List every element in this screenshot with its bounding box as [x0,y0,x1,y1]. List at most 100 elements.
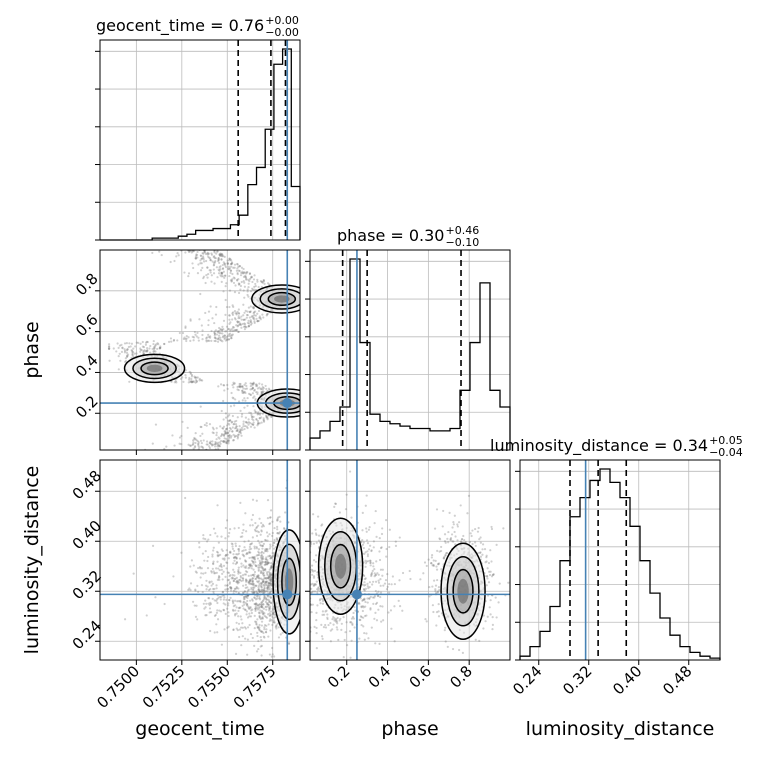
sample-point [131,349,134,353]
sample-point [221,252,224,256]
sample-point [361,598,365,602]
sample-point [184,374,187,377]
sample-point [268,579,271,582]
sample-point [234,612,237,616]
sample-point [437,563,440,566]
sample-point [257,564,260,567]
sample-point [222,440,225,443]
sample-point [259,571,262,575]
sample-point [246,421,249,424]
sample-point [232,439,235,442]
sample-point [452,540,455,543]
sample-point [232,568,235,571]
sample-point [213,332,217,335]
sample-point [374,589,377,593]
sample-point [253,591,256,595]
sample-point [247,421,251,424]
sample-point [232,329,235,332]
sample-point [224,330,227,333]
sample-point [232,386,235,389]
sample-point [229,258,232,261]
sample-point [237,572,240,575]
sample-point [196,250,199,254]
sample-point [237,607,241,610]
sample-point [156,347,159,351]
sample-point [256,320,259,323]
sample-point [257,550,260,553]
sample-point [269,578,272,581]
sample-point [265,549,268,553]
sample-point [271,555,274,558]
sample-point [367,587,370,590]
sample-point [486,567,489,570]
sample-point [216,443,219,446]
sample-point [263,595,266,598]
sample-point [225,440,229,443]
sample-point [232,439,235,442]
sample-point [226,262,229,265]
sample-point [209,335,212,338]
sample-point [264,615,267,618]
sample-point [255,623,258,626]
sample-point [228,257,231,260]
sample-point [379,584,382,587]
sample-point [266,571,269,574]
sample-point [260,582,264,585]
sample-point [267,387,271,390]
sample-point [278,531,281,534]
sample-point [270,613,273,616]
sample-point [151,347,154,351]
sample-point [226,335,229,338]
sample-point [252,421,255,424]
sample-point [222,270,225,273]
sample-point [259,645,262,648]
sample-point [249,564,252,567]
sample-point [238,320,241,324]
sample-point [211,597,214,600]
sample-point [313,584,316,587]
sample-point [373,568,376,571]
sample-point [212,255,215,259]
sample-point [199,292,202,296]
panel-phase-phase [309,250,511,450]
sample-point [232,266,235,269]
sample-point [172,575,175,578]
sample-point [242,420,245,423]
sample-point [256,412,259,415]
sample-point [231,600,235,603]
density-shade [457,578,469,604]
sample-point [233,404,236,407]
sample-point [189,589,192,592]
sample-point [256,597,259,600]
sample-point [223,276,226,279]
sample-point [199,254,202,257]
sample-point [223,433,226,436]
sample-point [379,546,383,550]
sample-point [263,626,266,629]
sample-point [484,620,487,623]
sample-point [314,560,318,563]
sample-point [243,427,246,431]
sample-point [231,312,234,315]
sample-point [262,584,265,587]
sample-point [213,336,216,339]
sample-point [244,608,247,611]
sample-point [107,345,111,348]
sample-point [265,631,268,634]
sample-point [216,550,219,553]
sample-point [107,347,111,350]
sample-point [173,444,176,447]
plot-area [307,460,510,660]
sample-point [216,554,219,557]
sample-point [266,585,270,588]
sample-point [229,328,232,331]
sample-point [242,391,245,395]
sample-point [362,616,365,619]
sample-point [270,564,273,568]
sample-point [248,623,251,627]
sample-point [246,404,249,407]
sample-point [307,606,309,608]
sample-point [107,347,111,350]
sample-point [260,605,263,608]
sample-point [435,591,438,595]
